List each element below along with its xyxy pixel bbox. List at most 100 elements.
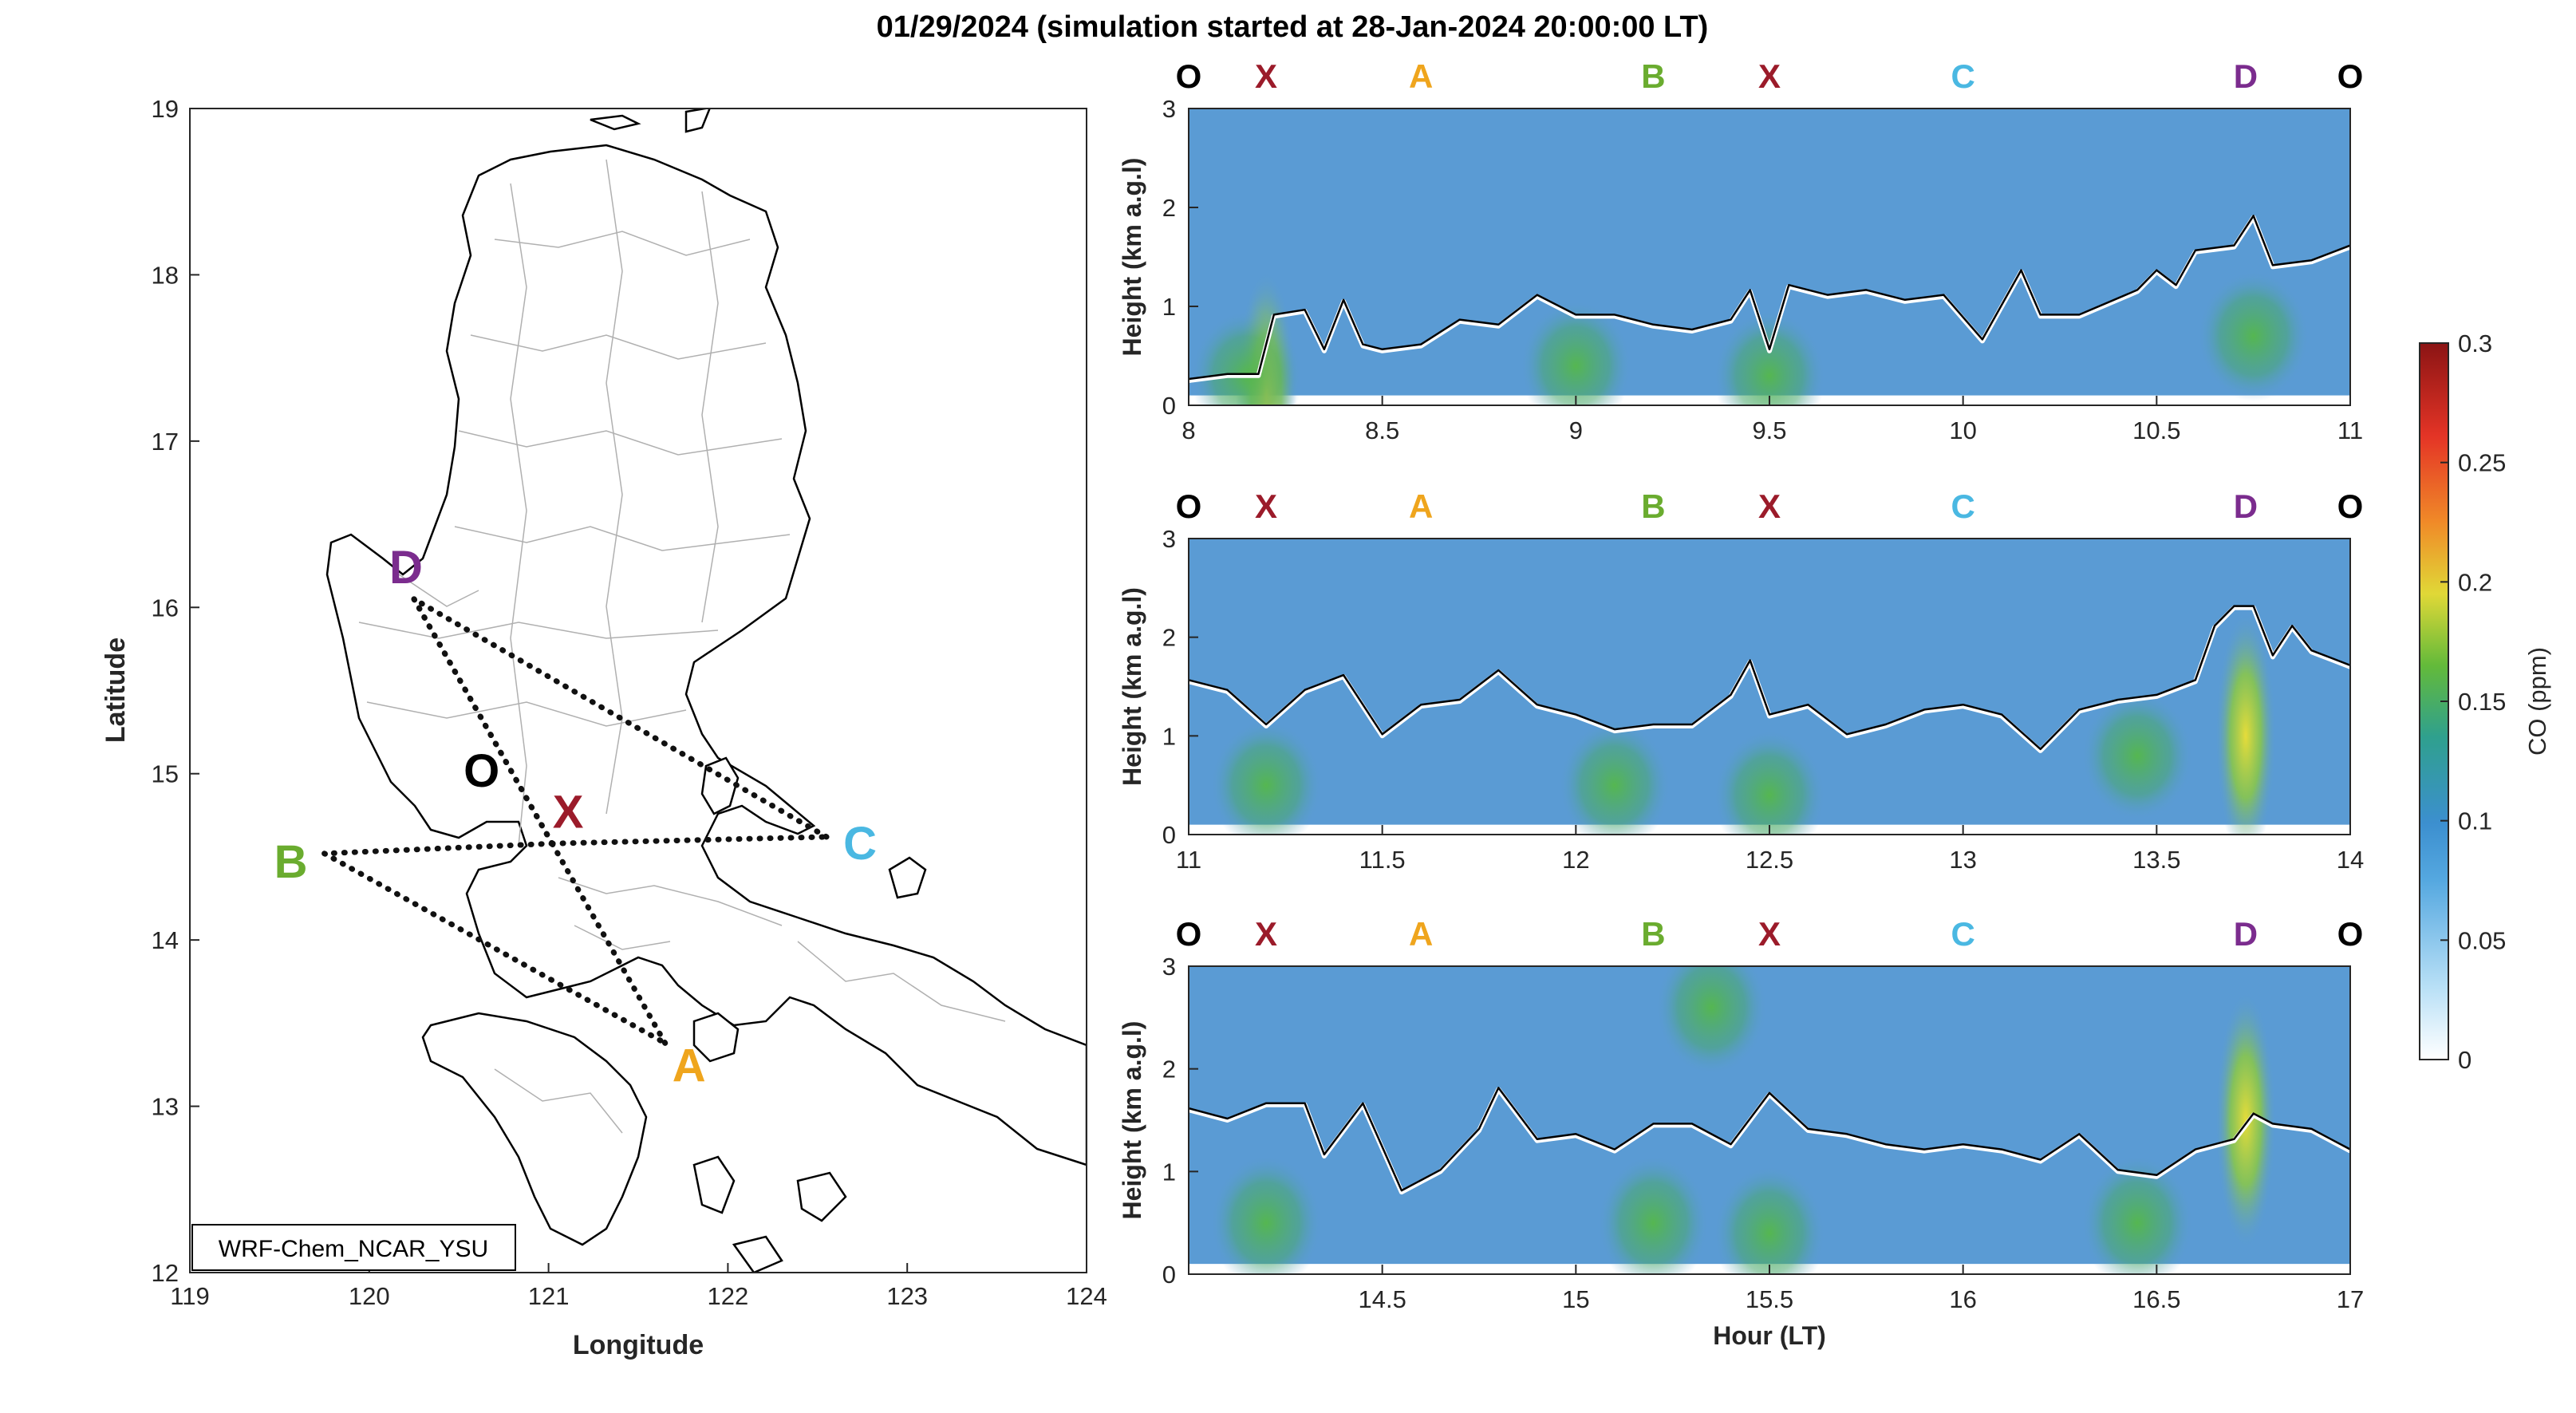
panel-ylabel: Height (km a.g.l) <box>1118 587 1146 786</box>
map-ytick-label: 13 <box>152 1093 179 1121</box>
map-xtick-label: 121 <box>528 1282 570 1310</box>
map-xlabel: Longitude <box>573 1330 704 1360</box>
co-hotspot <box>1597 1154 1710 1274</box>
ytick-label: 1 <box>1162 1158 1176 1186</box>
panel-xlabel: Hour (LT) <box>1713 1321 1826 1350</box>
map-points: D O X C B A <box>274 542 877 1092</box>
co-hotspot <box>1190 310 1303 405</box>
islands-north <box>590 109 711 133</box>
map-point-X: X <box>553 786 584 838</box>
co-hotspot <box>1714 310 1825 405</box>
map-ytick-label: 14 <box>152 926 179 954</box>
map-xtick-label: 120 <box>349 1282 390 1310</box>
xtick-label: 11.5 <box>1359 846 1406 874</box>
co-hotspot <box>2081 1154 2194 1274</box>
map-xtick-label: 124 <box>1066 1282 1107 1310</box>
xtick-label: 10.5 <box>2132 416 2180 444</box>
co-hotspot <box>1714 729 1825 835</box>
route-label-A: A <box>1409 915 1433 953</box>
xtick-label: 8 <box>1181 416 1195 444</box>
route-segment <box>322 840 555 857</box>
route-label-X: X <box>1255 915 1277 953</box>
panel-3: 14.5 15 15.5 16 16.5 17 0 1 2 3 Height (km a.g.l) H… <box>1118 915 2364 1350</box>
route-label-C: C <box>1951 487 1974 525</box>
map-xtick-label: 119 <box>170 1282 209 1310</box>
ytick-label: 3 <box>1162 95 1176 123</box>
map-ytick-label: 17 <box>152 428 179 456</box>
colorbar-tick-label: 0.1 <box>2458 807 2492 835</box>
panel-1: 8 8.5 9 9.5 10 10.5 11 0 1 2 3 Height (km a.g.l) O X A… <box>1118 57 2364 444</box>
route-label-O: O <box>2337 57 2364 95</box>
panel-ylabel: Height (km a.g.l) <box>1118 158 1146 357</box>
map-xtick-label: 122 <box>708 1282 749 1310</box>
marinduque-coastline <box>692 1012 740 1063</box>
luzon-coastline <box>325 144 1087 1166</box>
catanduanes-coastline <box>888 856 927 899</box>
ytick-label: 0 <box>1162 821 1176 849</box>
ytick-label: 3 <box>1162 525 1176 553</box>
route-label-B: B <box>1641 915 1665 953</box>
xtick-label: 9.5 <box>1752 416 1786 444</box>
map-xtick-label: 123 <box>886 1282 928 1310</box>
xtick-label: 11 <box>2337 416 2363 444</box>
model-label-box <box>191 1224 516 1271</box>
co-hotspot <box>1655 966 1768 1076</box>
pbl-line-halo <box>1189 605 2350 753</box>
co-field <box>1189 966 2350 1274</box>
route-label-B: B <box>1641 57 1665 95</box>
co-field <box>1189 109 2350 405</box>
ytick-label: 1 <box>1162 722 1176 750</box>
co-hotspot <box>1520 300 1632 405</box>
colorbar-tick-label: 0.3 <box>2458 330 2492 357</box>
ytick-label: 0 <box>1162 392 1176 420</box>
map-land <box>325 109 1087 1273</box>
route-label-C: C <box>1951 915 1974 953</box>
route-label-D: D <box>2234 57 2258 95</box>
map-point-O: O <box>464 745 499 797</box>
ytick-label: 2 <box>1162 624 1176 652</box>
xtick-label: 14 <box>2337 846 2364 874</box>
co-field <box>1189 539 2350 835</box>
co-hotspot <box>2215 611 2276 835</box>
route-label-X: X <box>1758 915 1781 953</box>
colorbar-ticks: 0 0.05 0.1 0.15 0.2 0.25 0.3 <box>2440 330 2506 1074</box>
colorbar-tick-label: 0 <box>2458 1046 2471 1074</box>
xtick-label: 8.5 <box>1365 416 1399 444</box>
route-label-A: A <box>1409 487 1433 525</box>
xtick-label: 13.5 <box>2132 846 2180 874</box>
route-label-X: X <box>1758 487 1781 525</box>
route-segment <box>549 834 830 847</box>
xtick-label: 15 <box>1562 1285 1589 1313</box>
map-ticks: 119 120 121 122 123 124 12 13 14 15 16 17 18 19 <box>152 95 1107 1310</box>
map-point-B: B <box>274 836 308 888</box>
route-label-O: O <box>2337 487 2364 525</box>
route-label-C: C <box>1951 57 1974 95</box>
co-hotspot <box>2215 990 2276 1250</box>
route-segment <box>549 840 669 1046</box>
co-hotspot <box>1714 1165 1825 1274</box>
co-hotspot <box>2197 270 2310 402</box>
map-axes-frame <box>189 108 1087 1273</box>
map-ytick-label: 18 <box>152 261 179 289</box>
islands-south <box>692 1155 847 1273</box>
colorbar-tick-label: 0.15 <box>2458 688 2506 716</box>
xtick-label: 10 <box>1949 416 1976 444</box>
map-ytick-label: 15 <box>152 760 179 788</box>
ytick-label: 0 <box>1162 1261 1176 1289</box>
model-label: WRF-Chem_NCAR_YSU <box>219 1236 488 1262</box>
route-label-B: B <box>1641 487 1665 525</box>
pbl-line <box>1189 1087 2350 1192</box>
xtick-label: 12 <box>1562 846 1589 874</box>
ytick-label: 3 <box>1162 953 1176 981</box>
co-hotspot <box>1210 1154 1323 1274</box>
map-ylabel: Latitude <box>101 637 131 743</box>
map-ytick-label: 16 <box>152 594 179 622</box>
route-label-X: X <box>1255 487 1277 525</box>
xtick-label: 17 <box>2337 1285 2364 1313</box>
pbl-line <box>1189 605 2350 751</box>
co-hotspot <box>1558 720 1671 835</box>
xtick-label: 14.5 <box>1358 1285 1406 1313</box>
colorbar-tick-label: 0.25 <box>2458 449 2506 477</box>
xtick-label: 12.5 <box>1746 846 1793 874</box>
